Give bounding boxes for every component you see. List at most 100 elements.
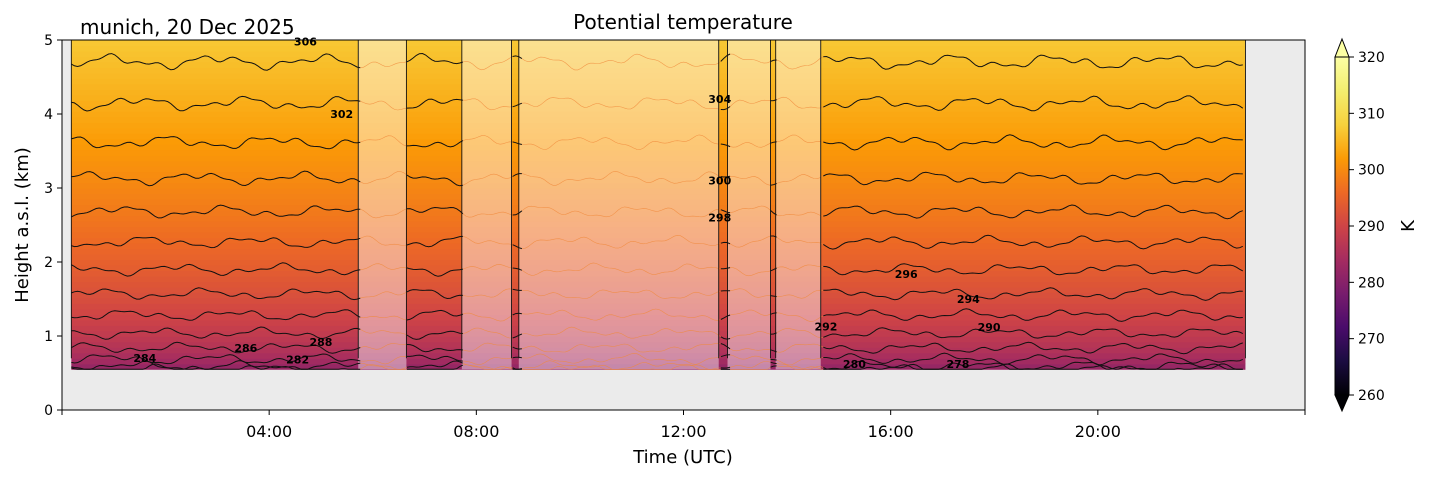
contour-290K: [360, 315, 407, 321]
contour-286K: [462, 342, 513, 352]
theta-band: [71, 61, 1246, 68]
contour-292K: [730, 288, 771, 298]
theta-band: [71, 127, 1246, 134]
contour-298K: [823, 204, 1243, 220]
contour-284K: [730, 354, 771, 360]
contour-302K: [823, 134, 1243, 151]
contour-306K: [720, 53, 731, 62]
contour-300K: [462, 173, 513, 186]
contour-282K: [71, 360, 361, 370]
contour-302K: [360, 135, 407, 147]
theta-band: [71, 253, 1246, 261]
contour-label-294: 294: [957, 293, 980, 306]
contour-306K: [512, 55, 523, 60]
contour-296K: [71, 236, 361, 249]
contour-288K: [729, 331, 771, 339]
theta-band: [71, 226, 1246, 233]
theta-band: [71, 209, 1246, 217]
x-tick-label: 08:00: [453, 422, 499, 441]
theta-band: [71, 72, 1246, 79]
x-tick-label: 16:00: [868, 422, 914, 441]
contour-label-300: 300: [708, 175, 731, 188]
contour-286K: [720, 343, 731, 350]
theta-band: [71, 291, 1246, 299]
contour-288K: [823, 327, 1244, 339]
contour-306K: [730, 53, 771, 64]
theta-band: [71, 280, 1246, 288]
x-axis-label: Time (UTC): [632, 447, 733, 468]
contour-300K: [512, 173, 522, 177]
theta-band: [71, 44, 1246, 52]
contour-298K: [521, 205, 721, 218]
low-confidence-period: [518, 40, 719, 370]
contour-label-282: 282: [286, 354, 309, 367]
x-tick-label: 12:00: [660, 422, 706, 441]
contour-300K: [776, 174, 824, 184]
theta-band: [71, 242, 1246, 250]
theta-band: [71, 77, 1246, 85]
theta-band: [71, 259, 1246, 266]
contour-296K: [462, 236, 513, 245]
theta-band: [71, 138, 1246, 145]
contour-294K: [406, 267, 464, 277]
contour-label-296: 296: [895, 268, 918, 281]
contour-298K: [776, 211, 824, 217]
theta-band: [71, 335, 1246, 343]
y-tick-label: 3: [44, 181, 53, 197]
contour-292K: [823, 287, 1243, 301]
contour-label-298: 298: [708, 212, 731, 225]
contour-306K: [71, 53, 361, 71]
contour-label-280: 280: [843, 358, 866, 371]
low-confidence-period: [727, 40, 771, 370]
theta-band: [71, 154, 1246, 162]
theta-band: [71, 319, 1246, 326]
theta-band: [71, 352, 1246, 359]
colorbar-tick-label: 280: [1358, 275, 1385, 291]
contour-300K: [521, 170, 721, 186]
contour-296K: [776, 236, 824, 245]
location-date-title: munich, 20 Dec 2025: [80, 15, 295, 39]
contour-306K: [776, 56, 824, 70]
theta-band: [71, 132, 1246, 140]
contour-lines: [70, 40, 1246, 370]
contour-290K: [823, 308, 1243, 322]
contour-294K: [360, 263, 407, 270]
theta-band: [71, 297, 1246, 304]
contour-286K: [729, 348, 771, 352]
y-tick-label: 2: [44, 255, 53, 271]
contour-302K: [776, 134, 824, 144]
contour-286K: [512, 346, 522, 350]
theta-band: [71, 94, 1246, 101]
contour-294K: [512, 267, 523, 271]
contour-280K: [406, 364, 464, 370]
colorbar-tick-label: 320: [1358, 50, 1385, 66]
contour-306K: [360, 61, 407, 69]
theta-band: [71, 248, 1246, 255]
contour-306K: [521, 53, 721, 71]
contour-290K: [71, 309, 361, 321]
theta-band: [71, 270, 1246, 277]
theta-band: [71, 176, 1246, 184]
theta-band: [71, 116, 1246, 123]
contour-288K: [71, 326, 361, 340]
theta-band: [71, 346, 1246, 354]
theta-band: [71, 324, 1246, 332]
contour-292K: [406, 289, 463, 300]
theta-band: [71, 357, 1246, 365]
contour-288K: [521, 326, 721, 339]
theta-band: [71, 237, 1246, 244]
contour-284K: [823, 352, 1243, 366]
contour-292K: [71, 287, 361, 301]
low-confidence-period: [461, 40, 512, 370]
contour-282K: [462, 362, 513, 370]
contour-288K: [776, 328, 824, 339]
theta-band: [71, 193, 1246, 200]
contour-282K: [521, 360, 721, 370]
contour-304K: [776, 96, 824, 109]
contour-304K: [823, 95, 1244, 112]
contour-302K: [462, 135, 513, 145]
theta-band: [71, 363, 1246, 370]
contour-294K: [462, 264, 513, 271]
theta-band: [71, 149, 1246, 156]
contour-284K: [512, 356, 522, 359]
